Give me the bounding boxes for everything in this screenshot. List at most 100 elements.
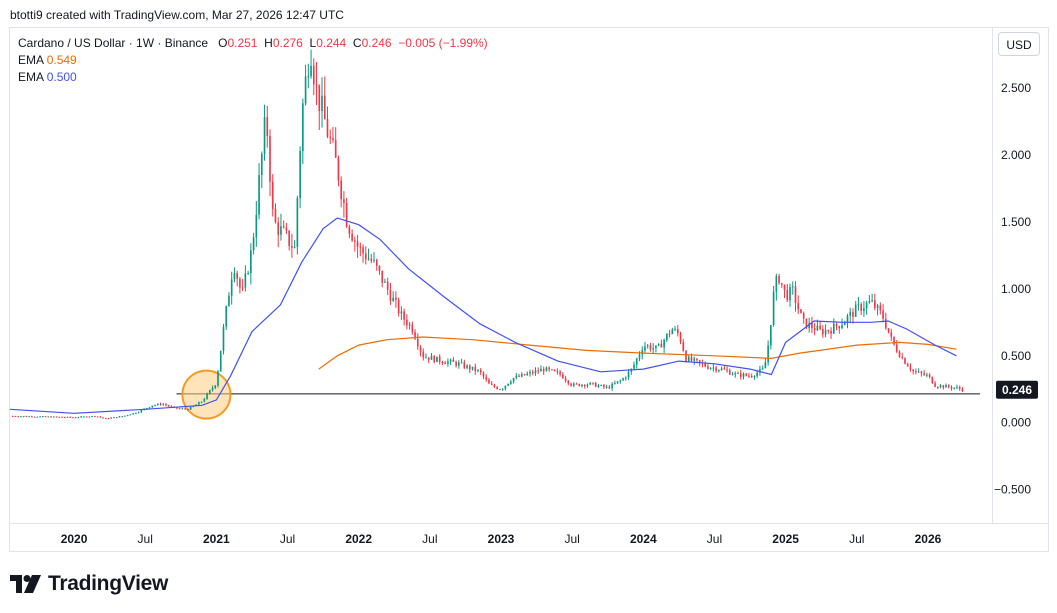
candle-body <box>433 355 436 363</box>
y-tick-label: 0.000 <box>1001 416 1031 430</box>
candle-body <box>217 371 219 386</box>
candle-body <box>115 417 118 419</box>
candle-body <box>63 417 66 419</box>
candle-body <box>849 311 852 316</box>
candle-body <box>441 361 444 364</box>
candle-body <box>614 383 616 385</box>
high-value: 0.276 <box>272 36 303 50</box>
symbol-legend-row[interactable]: Cardano / US Dollar · 1W · Binance O0.25… <box>18 35 488 52</box>
chart-pane[interactable] <box>9 27 993 524</box>
candle-body <box>720 368 723 370</box>
candle-body <box>200 401 203 403</box>
candle-body <box>504 385 507 389</box>
time-scale[interactable] <box>9 524 1049 552</box>
ema1-value: 0.549 <box>46 53 77 67</box>
tradingview-logo[interactable]: TradingView <box>10 572 168 596</box>
candle-body <box>583 384 586 387</box>
currency-button[interactable]: USD <box>998 32 1040 56</box>
attribution-text: btotti9 created with TradingView.com, Ma… <box>10 8 344 22</box>
open-label: O <box>218 36 228 50</box>
x-tick-label: Jul <box>138 532 153 546</box>
candle-body <box>384 281 386 283</box>
candle-body <box>868 301 871 303</box>
candle-body <box>660 344 663 348</box>
candle-body <box>107 418 110 420</box>
candle-body <box>460 362 463 364</box>
candle-body <box>961 388 964 392</box>
candle-body <box>126 415 129 417</box>
candle-body <box>458 362 460 366</box>
candle-body <box>510 381 512 384</box>
candle-body <box>266 117 269 137</box>
close-value: 0.246 <box>361 36 392 50</box>
price-scale[interactable] <box>993 27 1049 524</box>
candle-body <box>66 416 69 418</box>
candle-body <box>189 407 192 410</box>
candle-body <box>709 367 712 369</box>
candle-body <box>156 403 159 406</box>
candle-body <box>427 357 430 360</box>
candle-body <box>323 95 326 120</box>
candle-body <box>11 415 14 417</box>
candle-body <box>416 338 419 347</box>
candle-body <box>477 369 479 372</box>
candle-body <box>770 325 772 346</box>
candle-body <box>102 417 104 419</box>
candle-body <box>154 405 156 407</box>
candle-body <box>74 417 77 419</box>
candle-body <box>501 388 504 390</box>
candle-body <box>756 372 758 377</box>
candle-body <box>904 358 906 364</box>
candle-body <box>304 76 307 104</box>
candle-body <box>61 416 63 418</box>
candle-body <box>277 222 280 235</box>
candle-body <box>260 153 263 176</box>
candle-body <box>397 299 400 314</box>
ema-legend-row-2[interactable]: EMA 0.500 <box>18 69 488 86</box>
candle-body <box>337 157 340 181</box>
candle-body <box>523 373 526 376</box>
candle-body <box>685 350 687 362</box>
candle-body <box>931 376 934 384</box>
high-label: H <box>264 36 273 50</box>
candle-body <box>414 332 416 339</box>
candle-body <box>280 226 282 235</box>
candle-body <box>950 387 953 389</box>
candle-body <box>258 175 260 215</box>
candle-body <box>378 265 381 271</box>
candle-body <box>312 65 315 85</box>
candle-body <box>934 383 936 387</box>
candle-body <box>187 409 189 411</box>
candle-body <box>633 364 635 369</box>
candle-body <box>942 385 945 388</box>
candle-body <box>928 374 931 377</box>
candle-body <box>77 417 80 419</box>
candle-body <box>832 323 835 334</box>
candle-body <box>767 345 769 363</box>
candle-body <box>129 414 132 416</box>
candle-body <box>447 361 449 364</box>
candle-body <box>622 378 624 381</box>
candle-body <box>233 273 236 280</box>
candle-body <box>559 371 561 375</box>
candle-body <box>797 302 800 310</box>
ema-legend-row-1[interactable]: EMA 0.549 <box>18 52 488 69</box>
candle-body <box>909 366 912 370</box>
candle-body <box>893 336 895 345</box>
last-price-badge-label: 0.246 <box>1002 383 1032 397</box>
candle-body <box>33 416 36 418</box>
candle-body <box>780 283 783 285</box>
candle-body <box>381 270 384 283</box>
candle-body <box>572 383 575 386</box>
candle-body <box>162 404 165 406</box>
candle-body <box>39 416 41 418</box>
candle-body <box>879 305 882 311</box>
candle-body <box>616 381 619 384</box>
low-value: 0.244 <box>316 36 347 50</box>
candle-body <box>52 416 55 418</box>
candle-body <box>211 387 214 391</box>
candle-body <box>386 281 389 290</box>
candle-body <box>898 351 901 358</box>
candle-body <box>575 383 578 385</box>
